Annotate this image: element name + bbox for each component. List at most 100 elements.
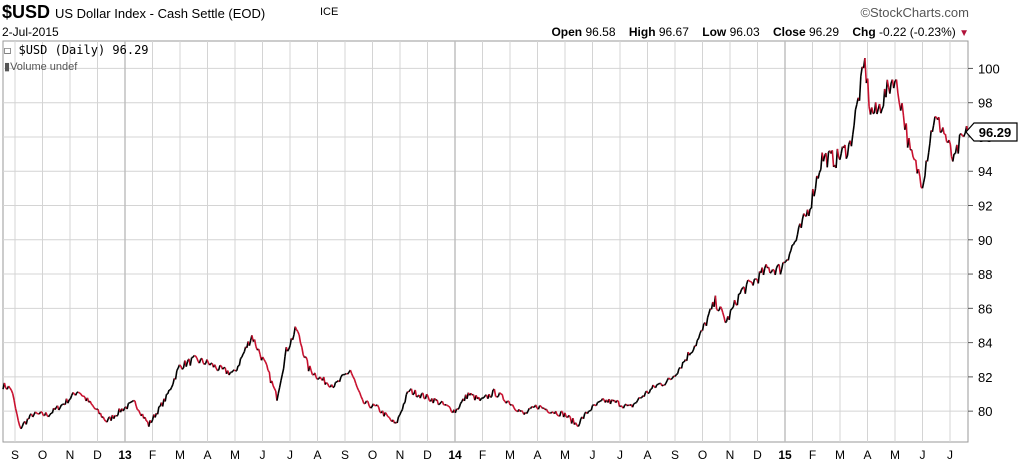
price-segment xyxy=(196,357,199,362)
price-segment xyxy=(103,419,107,422)
price-segment xyxy=(864,58,868,84)
price-segment xyxy=(957,134,961,154)
price-segment xyxy=(880,108,883,114)
price-segment xyxy=(385,413,389,418)
chg-value: -0.22 (-0.23%) xyxy=(879,25,956,39)
price-segment xyxy=(960,133,964,137)
price-segment xyxy=(185,361,189,367)
price-segment xyxy=(908,137,912,151)
price-segment xyxy=(775,264,779,269)
price-segment xyxy=(490,395,493,399)
price-segment xyxy=(242,351,246,355)
symbol-description: US Dollar Index - Cash Settle (EOD) xyxy=(55,6,266,21)
price-segment xyxy=(106,418,110,423)
price-segment xyxy=(663,382,667,386)
price-segment xyxy=(779,268,783,275)
price-segment xyxy=(701,323,705,331)
x-tick-label: A xyxy=(313,448,321,462)
x-tick-label: 13 xyxy=(118,448,132,462)
price-segment xyxy=(558,411,562,417)
price-segment xyxy=(323,376,326,385)
price-segment xyxy=(588,409,591,412)
price-segment xyxy=(892,80,896,89)
x-tick-label: O xyxy=(698,448,707,462)
price-segment xyxy=(414,389,418,398)
price-segment xyxy=(137,409,141,414)
price-segment xyxy=(744,284,748,294)
price-segment xyxy=(388,416,392,421)
price-segment xyxy=(90,403,94,406)
price-segment xyxy=(294,326,298,331)
price-segment xyxy=(822,155,826,162)
price-segment xyxy=(458,403,462,409)
high-value: 96.67 xyxy=(658,25,689,39)
price-segment xyxy=(483,395,486,399)
series-legend: ☐ $USD (Daily) 96.29 xyxy=(4,43,149,57)
x-tick-label: M xyxy=(230,448,240,462)
y-tick-label: 80 xyxy=(978,404,992,419)
price-segment xyxy=(426,393,429,397)
price-segment xyxy=(77,391,80,394)
price-segment xyxy=(853,109,857,126)
price-segment xyxy=(80,393,83,397)
price-segment xyxy=(215,367,219,371)
price-segment xyxy=(736,293,740,306)
price-segment xyxy=(79,392,82,395)
price-segment xyxy=(289,338,293,346)
price-segment xyxy=(714,295,718,310)
price-segment xyxy=(340,374,343,378)
price-segment xyxy=(333,382,337,388)
price-segment xyxy=(620,405,623,408)
price-segment xyxy=(752,279,756,286)
price-segment xyxy=(520,409,524,413)
price-segment xyxy=(540,406,544,409)
price-segment xyxy=(167,389,170,395)
price-segment xyxy=(633,402,636,405)
price-segment xyxy=(791,243,794,246)
price-segment xyxy=(445,403,449,407)
price-segment xyxy=(281,368,285,375)
low-label: Low xyxy=(702,25,727,39)
ohlc-readout: Open 96.58 High 96.67 Low 96.03 Close 96… xyxy=(551,25,969,39)
price-segment xyxy=(360,396,364,400)
y-tick-label: 82 xyxy=(978,370,992,385)
close-value: 96.29 xyxy=(809,25,840,39)
price-segment xyxy=(919,175,922,188)
price-segment xyxy=(67,399,70,404)
down-arrow-icon: ▼ xyxy=(959,28,969,39)
price-segment xyxy=(170,383,174,388)
price-segment xyxy=(262,356,265,360)
price-segment xyxy=(273,388,277,392)
brand-logo[interactable]: ©StockCharts.com xyxy=(860,5,969,20)
price-segment xyxy=(38,411,42,415)
price-segment xyxy=(565,416,568,419)
price-segment xyxy=(543,407,546,411)
y-tick-label: 86 xyxy=(978,301,992,316)
price-segment xyxy=(691,349,695,354)
price-segment xyxy=(670,377,674,381)
price-segment xyxy=(376,404,380,408)
price-segment xyxy=(724,321,727,324)
price-segment xyxy=(439,401,442,405)
price-segment xyxy=(740,287,744,291)
price-segment xyxy=(728,310,732,320)
price-segment xyxy=(282,356,286,369)
x-tick-label: F xyxy=(149,448,156,462)
price-segment xyxy=(963,132,966,137)
price-segment xyxy=(174,370,178,380)
price-segment xyxy=(927,143,931,153)
price-segment xyxy=(545,408,549,413)
price-segment xyxy=(817,172,821,179)
price-segment xyxy=(757,271,761,284)
price-segment xyxy=(922,175,926,183)
price-segment xyxy=(384,411,388,415)
price-segment xyxy=(611,399,614,402)
price-segment xyxy=(3,382,7,389)
price-segment xyxy=(54,407,57,411)
price-segment xyxy=(934,115,937,118)
price-segment xyxy=(189,357,193,366)
price-segment xyxy=(387,415,390,419)
price-segment xyxy=(578,418,582,425)
price-segment xyxy=(265,364,269,371)
